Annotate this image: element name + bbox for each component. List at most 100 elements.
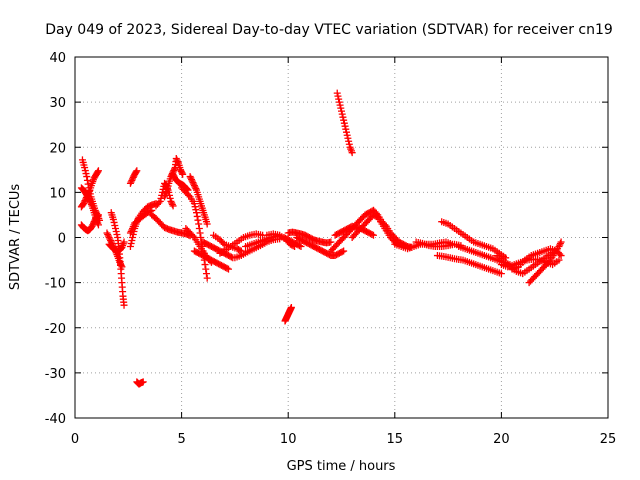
data-point bbox=[83, 176, 91, 184]
data-point bbox=[340, 116, 348, 124]
data-point bbox=[103, 229, 111, 237]
data-point bbox=[111, 221, 119, 229]
series-track-30 bbox=[331, 222, 377, 239]
data-point bbox=[174, 158, 182, 166]
data-point bbox=[339, 113, 347, 121]
data-point bbox=[127, 240, 135, 248]
series-track-26 bbox=[281, 303, 295, 325]
data-point bbox=[342, 128, 350, 136]
series-track-10 bbox=[126, 167, 141, 187]
data-point bbox=[120, 238, 128, 246]
data-point bbox=[104, 232, 112, 240]
data-point bbox=[369, 231, 377, 239]
data-point bbox=[170, 172, 178, 180]
data-point bbox=[335, 95, 343, 103]
data-point bbox=[179, 170, 187, 178]
data-point bbox=[178, 169, 186, 177]
data-point bbox=[128, 176, 136, 184]
data-point bbox=[94, 167, 102, 175]
data-point bbox=[185, 191, 193, 199]
series-track-20 bbox=[190, 247, 233, 273]
series-track-42 bbox=[508, 245, 565, 273]
data-point bbox=[112, 224, 120, 232]
data-point bbox=[177, 167, 185, 175]
data-point bbox=[291, 243, 299, 251]
chart-title: Day 049 of 2023, Sidereal Day-to-day VTE… bbox=[45, 22, 613, 38]
data-point bbox=[557, 252, 565, 260]
x-axis-ticks: 0 5 10 15 20 25 bbox=[71, 57, 616, 447]
data-points bbox=[77, 89, 565, 388]
data-point bbox=[189, 179, 197, 187]
data-point bbox=[81, 197, 89, 205]
data-point bbox=[94, 212, 102, 220]
series-track-9 bbox=[126, 206, 156, 237]
data-point bbox=[348, 149, 356, 157]
data-point bbox=[81, 167, 89, 175]
data-point bbox=[129, 173, 137, 181]
data-point bbox=[189, 232, 197, 240]
data-point bbox=[381, 221, 389, 229]
data-point bbox=[191, 183, 199, 191]
data-point bbox=[146, 207, 154, 215]
data-point bbox=[88, 222, 96, 230]
y-tick-label: 30 bbox=[49, 96, 66, 111]
data-point bbox=[297, 243, 305, 251]
data-point bbox=[84, 191, 92, 199]
y-tick-label: -20 bbox=[45, 322, 66, 337]
data-point bbox=[87, 200, 95, 208]
data-point bbox=[327, 238, 335, 246]
data-point bbox=[112, 227, 120, 235]
data-point bbox=[342, 125, 350, 133]
data-point bbox=[157, 194, 165, 202]
data-point bbox=[372, 209, 380, 217]
data-point bbox=[337, 104, 345, 112]
data-point bbox=[203, 220, 211, 228]
data-point bbox=[340, 247, 348, 255]
data-point bbox=[126, 229, 134, 237]
x-tick-label: 20 bbox=[493, 432, 510, 447]
data-point bbox=[94, 168, 102, 176]
series-track-17 bbox=[178, 184, 211, 282]
data-point bbox=[82, 194, 90, 202]
data-point bbox=[289, 242, 297, 250]
data-point bbox=[80, 198, 88, 206]
data-point bbox=[192, 206, 200, 214]
data-point bbox=[190, 180, 198, 188]
series-track-36 bbox=[438, 218, 510, 262]
data-point bbox=[190, 182, 198, 190]
data-point bbox=[219, 239, 227, 247]
data-point bbox=[133, 167, 141, 175]
data-point bbox=[545, 258, 553, 266]
data-point bbox=[202, 265, 210, 273]
data-point bbox=[127, 178, 135, 186]
series-track-35 bbox=[412, 238, 465, 251]
data-point bbox=[129, 234, 137, 241]
data-point bbox=[193, 212, 201, 220]
data-point bbox=[555, 243, 563, 251]
y-tick-label: 0 bbox=[58, 232, 66, 247]
data-point bbox=[156, 197, 164, 205]
data-point bbox=[128, 226, 136, 234]
y-tick-label: 10 bbox=[49, 186, 66, 201]
series-track-4 bbox=[77, 211, 102, 235]
data-point bbox=[84, 180, 92, 188]
data-point bbox=[113, 230, 121, 238]
data-point bbox=[197, 234, 205, 241]
data-point bbox=[106, 235, 114, 243]
data-point bbox=[87, 199, 95, 207]
data-point bbox=[105, 234, 113, 241]
data-point bbox=[343, 131, 351, 139]
data-point bbox=[194, 216, 202, 224]
data-point bbox=[333, 89, 341, 97]
data-point bbox=[94, 211, 102, 219]
data-point bbox=[296, 242, 304, 250]
data-point bbox=[202, 270, 210, 278]
y-tick-label: -40 bbox=[45, 412, 66, 427]
y-tick-label: -30 bbox=[45, 367, 66, 382]
series-track-22 bbox=[216, 230, 267, 257]
data-point bbox=[236, 246, 244, 254]
data-point bbox=[155, 199, 163, 207]
x-tick-label: 5 bbox=[177, 432, 185, 447]
data-point bbox=[126, 243, 134, 251]
data-point bbox=[104, 230, 112, 238]
